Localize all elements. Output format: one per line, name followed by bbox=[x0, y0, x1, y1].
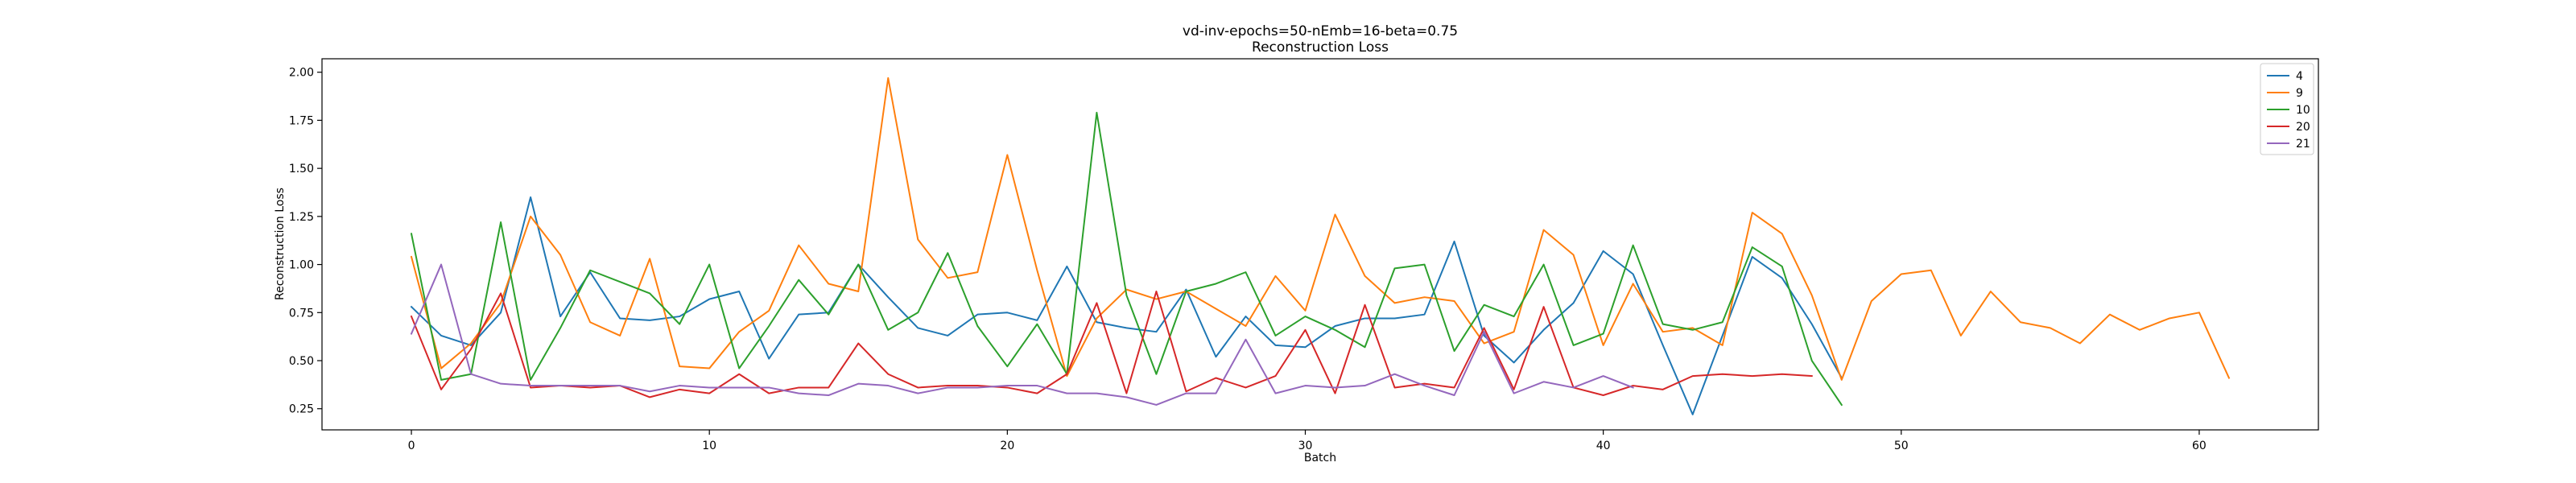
y-tick-label: 1.00 bbox=[289, 259, 314, 272]
y-tick-label: 0.50 bbox=[289, 355, 314, 368]
legend: 4 9 10 20 21 bbox=[2260, 63, 2314, 155]
series-line-9 bbox=[410, 76, 2231, 381]
legend-label-10: 10 bbox=[2296, 104, 2310, 117]
legend-label-20: 20 bbox=[2296, 121, 2310, 134]
series-line-21 bbox=[410, 263, 1634, 406]
x-tick-label: 60 bbox=[2192, 440, 2207, 452]
x-tick-label: 40 bbox=[1596, 440, 1611, 452]
chart-subtitle: Reconstruction Loss bbox=[1252, 39, 1389, 56]
x-tick-label: 10 bbox=[702, 440, 716, 452]
plot-area: 0 10 20 30 40 50 60 0.25 0.50 0.75 1.00 1.25 1.50 1.7… bbox=[289, 58, 2319, 452]
series-line-20 bbox=[410, 291, 1813, 398]
x-axis-label: Batch bbox=[1304, 452, 1336, 464]
y-tick-label: 1.50 bbox=[289, 163, 314, 175]
legend-label-21: 21 bbox=[2296, 138, 2310, 151]
axes-frame bbox=[321, 58, 2319, 431]
legend-label-4: 4 bbox=[2296, 70, 2303, 83]
x-tick-label: 0 bbox=[408, 440, 415, 452]
y-axis-label: Reconstruction Loss bbox=[274, 188, 287, 300]
y-tick-label: 0.25 bbox=[289, 403, 314, 416]
y-tick-label: 1.75 bbox=[289, 114, 314, 127]
x-tick-label: 20 bbox=[1000, 440, 1014, 452]
chart-title: vd-inv-epochs=50-nEmb=16-beta=0.75 bbox=[1183, 23, 1458, 39]
y-tick-label: 2.00 bbox=[289, 67, 314, 80]
series-line-4 bbox=[410, 196, 1843, 415]
legend-label-9: 9 bbox=[2296, 87, 2303, 100]
y-tick-label: 0.75 bbox=[289, 307, 314, 320]
x-tick-label: 50 bbox=[1894, 440, 1909, 452]
x-tick-label: 30 bbox=[1298, 440, 1313, 452]
series-line-10 bbox=[410, 111, 1843, 407]
y-tick-label: 1.25 bbox=[289, 211, 314, 224]
